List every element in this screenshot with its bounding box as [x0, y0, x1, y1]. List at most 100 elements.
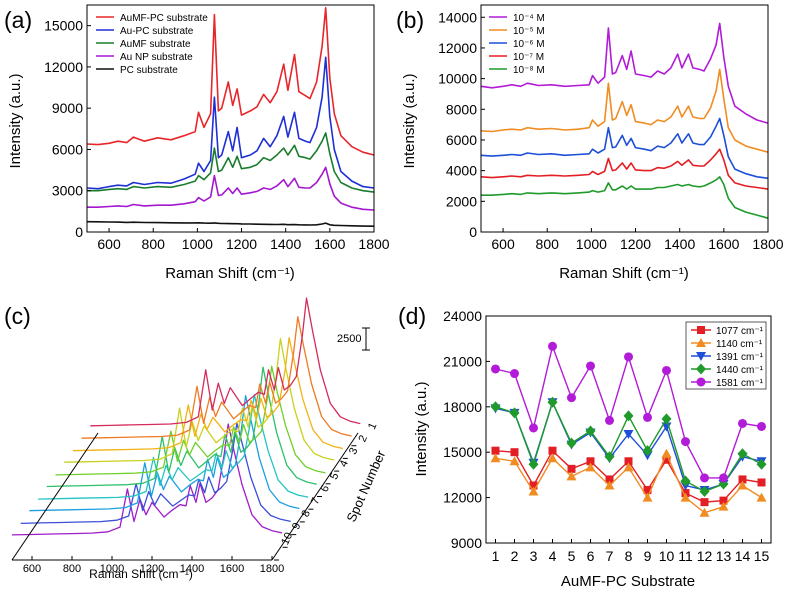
- d-point-3-6: [604, 451, 615, 463]
- a-legend-label-3: Au NP substrate: [120, 52, 193, 63]
- d-legend-marker-2: [696, 352, 706, 361]
- d-x-tick-label-14: 15: [754, 548, 770, 564]
- d-point-0-0: [491, 446, 500, 455]
- d-point-3-4: [566, 437, 577, 449]
- panel-a-y-label: Intensity (a.u.): [7, 73, 24, 168]
- d-point-1-14: [756, 492, 767, 502]
- c-depth-tick-label-6: 7: [309, 496, 322, 506]
- panel-c-x-label: Raman Shift (cm⁻¹): [89, 567, 193, 581]
- d-point-1-12: [718, 501, 729, 511]
- a-y-tick-label-2: 6000: [52, 141, 83, 157]
- d-point-4-11: [700, 473, 709, 483]
- d-point-1-10: [680, 492, 691, 502]
- d-legend-marker-3: [696, 363, 706, 375]
- panel-b-axes: 600 800 1000 1200 1400 1600 1800 0 2000 4000 6000 8…: [438, 9, 784, 252]
- b-legend-label-3: 10⁻⁷ M: [513, 52, 544, 63]
- panel-a-series: [86, 7, 375, 227]
- d-point-3-7: [623, 410, 634, 422]
- d-point-4-8: [643, 412, 652, 422]
- b-x-tick-label-4: 1400: [664, 236, 695, 252]
- d-point-3-0: [490, 401, 501, 413]
- b-legend-label-2: 10⁻⁶ M: [513, 39, 545, 50]
- c-series-line-9: [11, 423, 283, 536]
- d-point-2-7: [623, 430, 634, 440]
- d-point-0-6: [605, 475, 614, 484]
- d-point-4-7: [624, 352, 633, 362]
- c-series-line-0: [90, 297, 361, 427]
- d-x-tick-label-11: 12: [697, 548, 713, 564]
- panel-a-letter: (a): [4, 7, 32, 33]
- d-point-4-5: [586, 361, 595, 371]
- b-x-tick-label-3: 1200: [620, 236, 651, 252]
- a-x-tick-label-6: 1800: [358, 236, 389, 252]
- d-x-tick-label-9: 10: [659, 548, 675, 564]
- b-x-tick-label-2: 1000: [576, 236, 607, 252]
- d-point-3-2: [528, 458, 539, 470]
- d-x-tick-label-1: 2: [511, 548, 519, 564]
- b-y-tick-label-7: 14000: [438, 9, 477, 25]
- b-x-tick-label-6: 1800: [752, 236, 783, 252]
- panel-c-axes: 600 800 1000 1200 1400 1600 1800 1 2 3 4 5 6 7 8 910: [11, 421, 379, 575]
- c-series-line-4: [55, 365, 326, 476]
- panel-d-x-label: AuMF-PC Substrate: [561, 573, 695, 590]
- d-y-tick-label-5: 24000: [443, 308, 482, 324]
- d-point-1-11: [699, 507, 710, 517]
- d-point-0-3: [548, 446, 557, 455]
- d-point-0-11: [700, 498, 709, 507]
- b-x-tick-label-5: 1600: [708, 236, 739, 252]
- c-x-tick-label-2: 1000: [100, 563, 124, 575]
- a-series-line-1: [86, 56, 375, 190]
- c-series-line-1: [81, 316, 352, 439]
- d-legend-marker-0: [697, 326, 705, 334]
- d-point-3-10: [680, 475, 691, 487]
- c-x-tick-label-3: 1200: [140, 563, 164, 575]
- d-y-tick-label-3: 18000: [443, 399, 482, 415]
- d-point-3-3: [547, 396, 558, 408]
- c-depth-tick-label-1: 2: [357, 434, 370, 444]
- a-y-tick-label-4: 12000: [44, 59, 83, 75]
- c-series-line-3: [64, 337, 335, 463]
- d-point-1-8: [642, 492, 653, 502]
- d-point-3-1: [509, 407, 520, 419]
- d-point-3-14: [756, 458, 767, 470]
- d-point-4-13: [738, 418, 747, 428]
- a-series-line-3: [87, 166, 375, 211]
- d-point-4-0: [491, 364, 500, 374]
- b-y-tick-label-3: 6000: [446, 132, 477, 148]
- a-x-tick-label-0: 600: [97, 236, 121, 252]
- d-x-tick-label-10: 11: [678, 548, 693, 564]
- d-point-0-8: [643, 486, 652, 495]
- c-x-tick-label-0: 600: [23, 563, 41, 575]
- d-point-1-0: [490, 453, 501, 463]
- d-point-1-13: [737, 480, 748, 490]
- panel-c-letter: (c): [4, 303, 31, 329]
- d-y-tick-label-1: 12000: [443, 490, 482, 506]
- panel-d-y-label: Intensity (a.u.): [413, 381, 430, 476]
- d-point-3-5: [585, 425, 596, 437]
- d-point-1-5: [585, 462, 596, 472]
- panel-b-y-label: Intensity (a.u.): [401, 73, 418, 168]
- panel-d-legend: 1077 cm⁻¹ 1140 cm⁻¹ 1391 cm⁻¹ 1440 cm⁻¹ 1581…: [685, 321, 767, 390]
- d-point-4-1: [510, 369, 519, 379]
- d-x-tick-label-8: 9: [644, 548, 652, 564]
- d-x-tick-label-6: 7: [606, 548, 614, 564]
- d-y-tick-label-0: 9000: [451, 535, 482, 551]
- d-point-4-3: [548, 341, 557, 351]
- d-x-tick-label-0: 1: [492, 548, 500, 564]
- d-y-tick-label-4: 21000: [443, 353, 482, 369]
- d-x-tick-label-7: 8: [625, 548, 633, 564]
- d-point-1-4: [566, 471, 577, 481]
- panel-b: (b) 600 800 1000 1200 1400 1600 18000200040006…: [396, 4, 784, 282]
- b-x-tick-label-0: 600: [491, 236, 515, 252]
- d-point-4-6: [605, 415, 614, 425]
- d-point-4-9: [662, 365, 671, 375]
- c-x-tick-label-1: 800: [63, 563, 81, 575]
- c-depth-tick-label-0: 1: [366, 421, 379, 431]
- c-depth-tick-label-9: 10: [279, 531, 295, 547]
- d-x-tick-label-2: 3: [530, 548, 538, 564]
- c-depth-tick-label-4: 5: [328, 471, 341, 481]
- a-x-tick-label-4: 1400: [270, 236, 301, 252]
- panel-a-frame: [86, 4, 375, 233]
- panel-d: (d) 1 2 3 4 5 6 7 8 9 10 11 12 13 14 15900012000150001…: [398, 303, 772, 590]
- a-y-tick-label-3: 9000: [52, 100, 83, 116]
